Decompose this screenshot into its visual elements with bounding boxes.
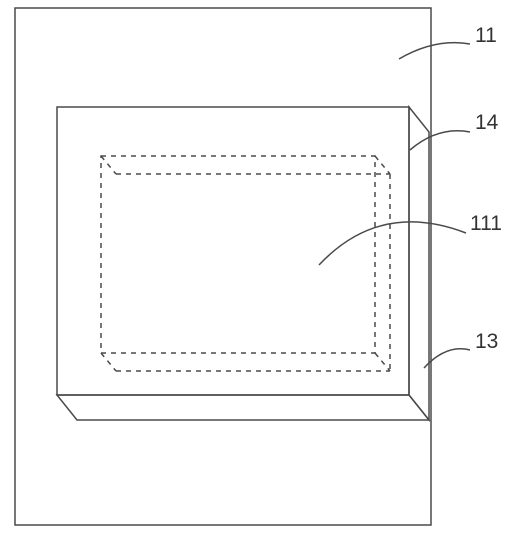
callout-14 bbox=[410, 131, 470, 150]
technical-diagram bbox=[0, 0, 528, 535]
label-11: 11 bbox=[475, 24, 497, 48]
inner-box-br-edge bbox=[375, 353, 390, 371]
outer-frame bbox=[15, 8, 431, 525]
callout-111 bbox=[319, 222, 466, 265]
inner-box-tr-edge bbox=[375, 156, 390, 174]
label-111: 111 bbox=[470, 212, 502, 236]
inner-box-bl-edge bbox=[101, 353, 116, 371]
inner-box-front bbox=[101, 156, 375, 353]
inner-box-tl-edge bbox=[101, 156, 116, 174]
box-front-face bbox=[57, 107, 409, 395]
box-bottom-face bbox=[57, 395, 429, 420]
callout-11 bbox=[399, 43, 470, 59]
box-right-face bbox=[409, 107, 429, 420]
label-14: 14 bbox=[475, 111, 498, 135]
label-13: 13 bbox=[475, 330, 498, 354]
